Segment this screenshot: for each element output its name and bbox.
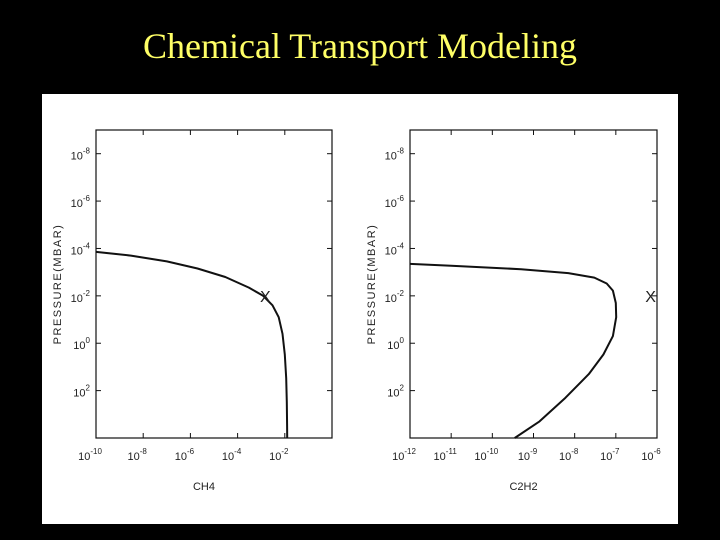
chart-2-frame <box>409 129 658 439</box>
chart-1-y-tick-label: 10-8 <box>71 147 91 163</box>
chart-1-frame <box>95 129 333 439</box>
chart-1-annotation-x-marker: X <box>260 289 271 306</box>
chart-2-y-tick-label: 100 <box>387 336 404 352</box>
chart-2-x-tick-label: 10-6 <box>641 447 661 463</box>
chart-1-y-tick-label: 10-6 <box>71 194 91 210</box>
chart-2-series-line <box>409 262 618 439</box>
chart-1-series-line <box>95 250 289 439</box>
chart-1-x-tick-label: 10-10 <box>78 447 102 463</box>
chart-1-x-tick-label: 10-8 <box>128 447 148 463</box>
chart-2-annotation-x-marker: X <box>645 289 656 306</box>
chart-2-y-tick-label: 102 <box>387 384 404 400</box>
chart-2-y-tick-label: 10-2 <box>385 289 405 305</box>
chart-1-y-tick-label: 102 <box>73 384 90 400</box>
chart-1-x-tick-label: 10-4 <box>222 447 242 463</box>
slide-title: Chemical Transport Modeling <box>143 26 577 66</box>
charts-svg: 10-10 10-8 10-6 10-4 10-2 10-8 10-6 10-4 10-2 100… <box>52 129 661 493</box>
chart-2-x-tick-label: 10-10 <box>474 447 498 463</box>
chart-2-x-axis-label: C2H2 <box>509 481 537 493</box>
chart-1-x-axis-label: CH4 <box>193 481 215 493</box>
chart-2-x-tick-label: 10-12 <box>392 447 416 463</box>
chart-1-y-tick-label: 10-2 <box>71 289 91 305</box>
chart-2-y-tick-label: 10-8 <box>385 147 405 163</box>
figure-panel: 10-10 10-8 10-6 10-4 10-2 10-8 10-6 10-4 10-2 100… <box>42 94 678 524</box>
chart-1-y-tick-label: 100 <box>73 336 90 352</box>
chart-2-y-axis-label: PRESSURE(MBAR) <box>366 224 378 345</box>
chart-1-x-tick-label: 10-6 <box>175 447 195 463</box>
chart-1-x-tick-label: 10-2 <box>269 447 289 463</box>
chart-2-x-tick-label: 10-8 <box>559 447 579 463</box>
chart-1-y-tick-label: 10-4 <box>71 241 91 257</box>
chart-1-y-axis-label: PRESSURE(MBAR) <box>52 224 64 345</box>
chart-2-x-tick-label: 10-11 <box>434 447 458 463</box>
chart-2-x-tick-label: 10-7 <box>600 447 620 463</box>
chart-2-x-tick-label: 10-9 <box>518 447 538 463</box>
chart-2-y-tick-label: 10-4 <box>385 241 405 257</box>
chart-2-y-tick-label: 10-6 <box>385 194 405 210</box>
